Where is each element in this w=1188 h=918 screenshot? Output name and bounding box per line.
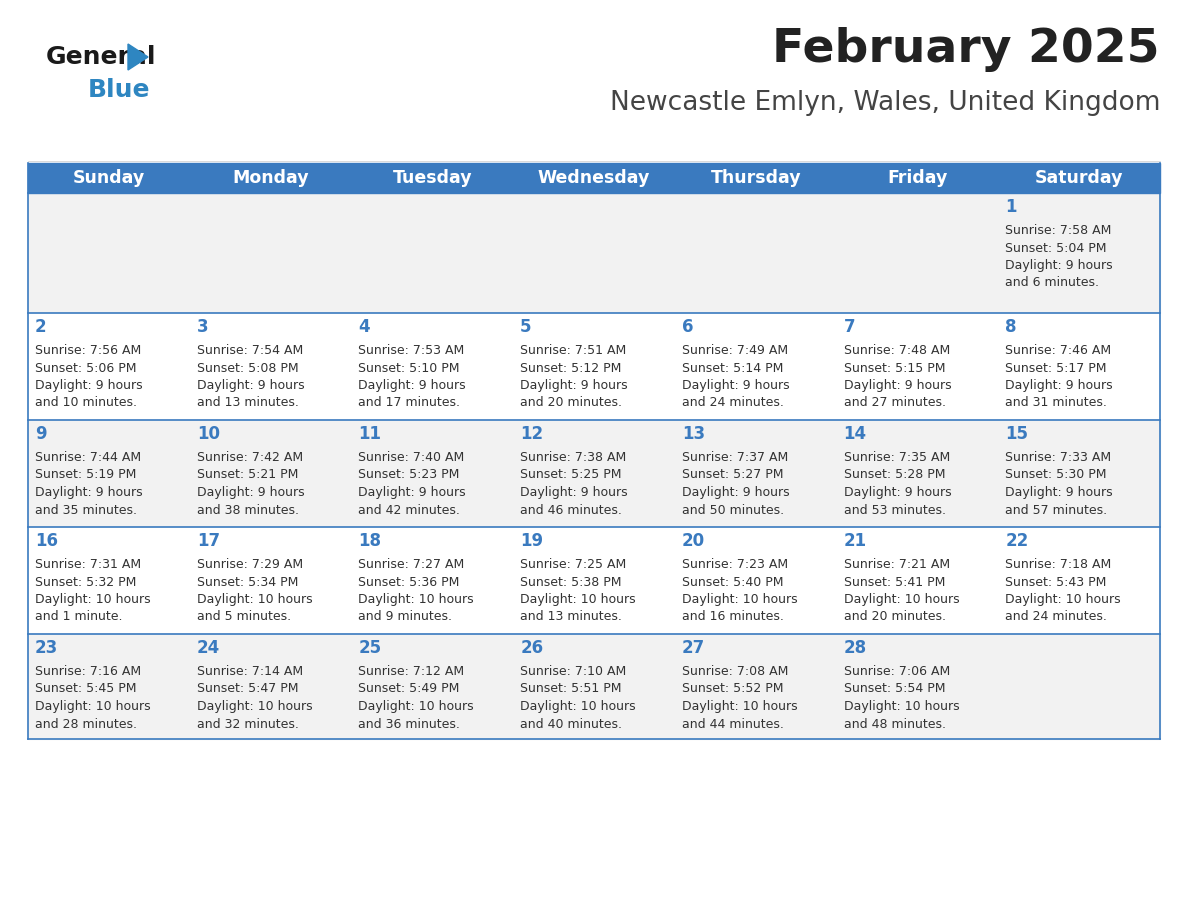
Text: Sunrise: 7:56 AM
Sunset: 5:06 PM
Daylight: 9 hours
and 10 minutes.: Sunrise: 7:56 AM Sunset: 5:06 PM Dayligh… [34, 344, 143, 409]
Text: Tuesday: Tuesday [392, 169, 472, 187]
Text: Sunrise: 7:29 AM
Sunset: 5:34 PM
Daylight: 10 hours
and 5 minutes.: Sunrise: 7:29 AM Sunset: 5:34 PM Dayligh… [197, 558, 312, 623]
Text: Sunrise: 7:08 AM
Sunset: 5:52 PM
Daylight: 10 hours
and 44 minutes.: Sunrise: 7:08 AM Sunset: 5:52 PM Dayligh… [682, 665, 797, 731]
Text: Newcastle Emlyn, Wales, United Kingdom: Newcastle Emlyn, Wales, United Kingdom [609, 90, 1159, 116]
Text: Sunrise: 7:49 AM
Sunset: 5:14 PM
Daylight: 9 hours
and 24 minutes.: Sunrise: 7:49 AM Sunset: 5:14 PM Dayligh… [682, 344, 790, 409]
Text: 19: 19 [520, 532, 543, 550]
Text: Sunrise: 7:21 AM
Sunset: 5:41 PM
Daylight: 10 hours
and 20 minutes.: Sunrise: 7:21 AM Sunset: 5:41 PM Dayligh… [843, 558, 959, 623]
Text: 21: 21 [843, 532, 867, 550]
Text: 24: 24 [197, 639, 220, 657]
Text: 26: 26 [520, 639, 543, 657]
Text: 7: 7 [843, 318, 855, 336]
Text: Sunrise: 7:06 AM
Sunset: 5:54 PM
Daylight: 10 hours
and 48 minutes.: Sunrise: 7:06 AM Sunset: 5:54 PM Dayligh… [843, 665, 959, 731]
Text: 4: 4 [359, 318, 369, 336]
Text: Saturday: Saturday [1035, 169, 1124, 187]
Text: Sunrise: 7:23 AM
Sunset: 5:40 PM
Daylight: 10 hours
and 16 minutes.: Sunrise: 7:23 AM Sunset: 5:40 PM Dayligh… [682, 558, 797, 623]
Text: 12: 12 [520, 425, 543, 443]
Text: Sunrise: 7:10 AM
Sunset: 5:51 PM
Daylight: 10 hours
and 40 minutes.: Sunrise: 7:10 AM Sunset: 5:51 PM Dayligh… [520, 665, 636, 731]
Text: Wednesday: Wednesday [538, 169, 650, 187]
Text: 18: 18 [359, 532, 381, 550]
Text: Thursday: Thursday [710, 169, 801, 187]
Bar [29, 420, 1159, 527]
Text: 6: 6 [682, 318, 694, 336]
Text: 15: 15 [1005, 425, 1029, 443]
Text: 1: 1 [1005, 198, 1017, 216]
Text: Sunrise: 7:12 AM
Sunset: 5:49 PM
Daylight: 10 hours
and 36 minutes.: Sunrise: 7:12 AM Sunset: 5:49 PM Dayligh… [359, 665, 474, 731]
Text: Sunrise: 7:16 AM
Sunset: 5:45 PM
Daylight: 10 hours
and 28 minutes.: Sunrise: 7:16 AM Sunset: 5:45 PM Dayligh… [34, 665, 151, 731]
Text: Sunrise: 7:58 AM
Sunset: 5:04 PM
Daylight: 9 hours
and 6 minutes.: Sunrise: 7:58 AM Sunset: 5:04 PM Dayligh… [1005, 224, 1113, 289]
Text: Sunrise: 7:35 AM
Sunset: 5:28 PM
Daylight: 9 hours
and 53 minutes.: Sunrise: 7:35 AM Sunset: 5:28 PM Dayligh… [843, 451, 952, 517]
Text: 11: 11 [359, 425, 381, 443]
Text: 27: 27 [682, 639, 706, 657]
Text: Sunday: Sunday [72, 169, 145, 187]
Text: 22: 22 [1005, 532, 1029, 550]
Polygon shape [128, 44, 148, 70]
Text: Blue: Blue [88, 78, 151, 102]
Text: Sunrise: 7:37 AM
Sunset: 5:27 PM
Daylight: 9 hours
and 50 minutes.: Sunrise: 7:37 AM Sunset: 5:27 PM Dayligh… [682, 451, 790, 517]
Bar [29, 527, 1159, 634]
Text: 17: 17 [197, 532, 220, 550]
Text: Sunrise: 7:46 AM
Sunset: 5:17 PM
Daylight: 9 hours
and 31 minutes.: Sunrise: 7:46 AM Sunset: 5:17 PM Dayligh… [1005, 344, 1113, 409]
Text: 13: 13 [682, 425, 704, 443]
Text: 20: 20 [682, 532, 704, 550]
Text: 10: 10 [197, 425, 220, 443]
Text: 14: 14 [843, 425, 867, 443]
Text: Sunrise: 7:27 AM
Sunset: 5:36 PM
Daylight: 10 hours
and 9 minutes.: Sunrise: 7:27 AM Sunset: 5:36 PM Dayligh… [359, 558, 474, 623]
Text: Sunrise: 7:44 AM
Sunset: 5:19 PM
Daylight: 9 hours
and 35 minutes.: Sunrise: 7:44 AM Sunset: 5:19 PM Dayligh… [34, 451, 143, 517]
Bar [29, 313, 1159, 420]
Text: Sunrise: 7:18 AM
Sunset: 5:43 PM
Daylight: 10 hours
and 24 minutes.: Sunrise: 7:18 AM Sunset: 5:43 PM Dayligh… [1005, 558, 1121, 623]
Text: Sunrise: 7:42 AM
Sunset: 5:21 PM
Daylight: 9 hours
and 38 minutes.: Sunrise: 7:42 AM Sunset: 5:21 PM Dayligh… [197, 451, 304, 517]
Text: Sunrise: 7:14 AM
Sunset: 5:47 PM
Daylight: 10 hours
and 32 minutes.: Sunrise: 7:14 AM Sunset: 5:47 PM Dayligh… [197, 665, 312, 731]
Text: General: General [46, 45, 157, 69]
Text: Sunrise: 7:33 AM
Sunset: 5:30 PM
Daylight: 9 hours
and 57 minutes.: Sunrise: 7:33 AM Sunset: 5:30 PM Dayligh… [1005, 451, 1113, 517]
Text: Sunrise: 7:54 AM
Sunset: 5:08 PM
Daylight: 9 hours
and 13 minutes.: Sunrise: 7:54 AM Sunset: 5:08 PM Dayligh… [197, 344, 304, 409]
Text: 16: 16 [34, 532, 58, 550]
Text: Sunrise: 7:40 AM
Sunset: 5:23 PM
Daylight: 9 hours
and 42 minutes.: Sunrise: 7:40 AM Sunset: 5:23 PM Dayligh… [359, 451, 466, 517]
Text: Sunrise: 7:48 AM
Sunset: 5:15 PM
Daylight: 9 hours
and 27 minutes.: Sunrise: 7:48 AM Sunset: 5:15 PM Dayligh… [843, 344, 952, 409]
Text: 5: 5 [520, 318, 532, 336]
Bar [29, 163, 1159, 193]
Text: 28: 28 [843, 639, 867, 657]
Text: February 2025: February 2025 [772, 28, 1159, 73]
Text: 8: 8 [1005, 318, 1017, 336]
Text: Sunrise: 7:53 AM
Sunset: 5:10 PM
Daylight: 9 hours
and 17 minutes.: Sunrise: 7:53 AM Sunset: 5:10 PM Dayligh… [359, 344, 466, 409]
Text: 25: 25 [359, 639, 381, 657]
Text: Sunrise: 7:31 AM
Sunset: 5:32 PM
Daylight: 10 hours
and 1 minute.: Sunrise: 7:31 AM Sunset: 5:32 PM Dayligh… [34, 558, 151, 623]
Text: Monday: Monday [233, 169, 309, 187]
Text: Sunrise: 7:25 AM
Sunset: 5:38 PM
Daylight: 10 hours
and 13 minutes.: Sunrise: 7:25 AM Sunset: 5:38 PM Dayligh… [520, 558, 636, 623]
Text: Sunrise: 7:38 AM
Sunset: 5:25 PM
Daylight: 9 hours
and 46 minutes.: Sunrise: 7:38 AM Sunset: 5:25 PM Dayligh… [520, 451, 627, 517]
Text: Friday: Friday [887, 169, 948, 187]
Text: 3: 3 [197, 318, 208, 336]
Text: 23: 23 [34, 639, 58, 657]
Text: Sunrise: 7:51 AM
Sunset: 5:12 PM
Daylight: 9 hours
and 20 minutes.: Sunrise: 7:51 AM Sunset: 5:12 PM Dayligh… [520, 344, 627, 409]
Text: 9: 9 [34, 425, 46, 443]
Bar [29, 193, 1159, 313]
Text: 2: 2 [34, 318, 46, 336]
Bar [29, 634, 1159, 739]
